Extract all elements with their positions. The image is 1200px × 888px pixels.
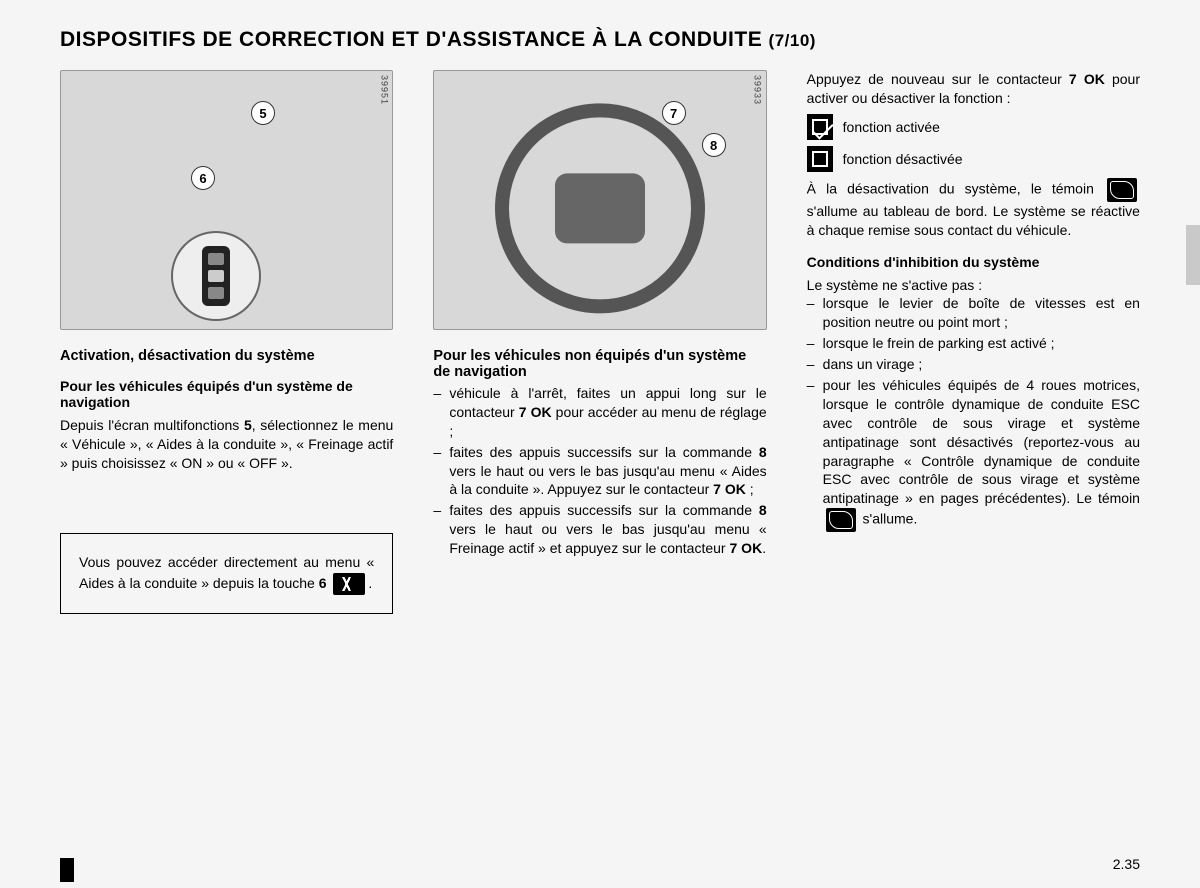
t: .: [368, 575, 372, 591]
callout-6: 6: [191, 166, 215, 190]
list-item: faites des appuis successifs sur la comm…: [433, 443, 766, 500]
ref: 7 OK: [519, 404, 552, 420]
sub-heading-nonav: Pour les véhicules non équipés d'un syst…: [433, 348, 766, 380]
ref-5: 5: [244, 417, 252, 433]
detail-inset: [171, 231, 261, 321]
list-item: véhicule à l'arrêt, faites un appui long…: [433, 384, 766, 441]
t: faites des appuis successifs sur la comm…: [449, 444, 759, 460]
figure-id: 39951: [379, 75, 389, 105]
slip-warning-icon: [826, 508, 856, 532]
sub-heading-nav: Pour les véhicules équipés d'un système …: [60, 378, 393, 410]
column-1: 39951 5 6 Activation, désactivation du s…: [60, 70, 393, 614]
t: Depuis l'écran multifonctions: [60, 417, 244, 433]
ref: 8: [759, 502, 767, 518]
footer-mark: [60, 858, 74, 882]
list-item: lorsque le levier de boîte de vitesses e…: [807, 294, 1140, 332]
checkbox-unchecked-icon: [807, 146, 833, 172]
t: pour les véhicules équipés de 4 roues mo…: [823, 377, 1140, 506]
instruction-list: véhicule à l'arrêt, faites un appui long…: [433, 384, 766, 558]
t: s'allume au tableau de bord. Le système …: [807, 203, 1140, 238]
callout-7: 7: [662, 101, 686, 125]
callout-5: 5: [251, 101, 275, 125]
conditions-heading: Conditions d'inhibition du système: [807, 254, 1140, 270]
label: fonction activée: [843, 119, 940, 135]
checkbox-checked-icon: [807, 114, 833, 140]
t: s'allume.: [859, 511, 918, 527]
figure-id: 39933: [753, 75, 763, 105]
t: À la désactivation du système, le témoin: [807, 180, 1104, 196]
page-tab: [1186, 225, 1200, 285]
t: vers le haut ou vers le bas jusqu'au men…: [449, 521, 766, 556]
t: .: [762, 540, 766, 556]
title-text: DISPOSITIFS DE CORRECTION ET D'ASSISTANC…: [60, 28, 762, 51]
section-heading: Activation, désactivation du système: [60, 348, 393, 364]
t: ;: [746, 481, 754, 497]
page-number: 2.35: [1113, 856, 1140, 872]
column-2: 39933 7 8 Pour les véhicules non équipés…: [433, 70, 766, 614]
list-item: dans un virage ;: [807, 355, 1140, 374]
list-item: lorsque le frein de parking est activé ;: [807, 334, 1140, 353]
label: fonction désactivée: [843, 151, 963, 167]
lane-assist-icon: [333, 573, 365, 595]
t: Appuyez de nouveau sur le contacteur: [807, 71, 1069, 87]
title-suffix: (7/10): [769, 31, 816, 50]
steering-wheel-icon: [495, 103, 705, 313]
list-item: faites des appuis successifs sur la comm…: [433, 501, 766, 558]
callout-8: 8: [702, 133, 726, 157]
ref-6: 6: [319, 575, 327, 591]
t: Vous pouvez accéder directement au menu …: [79, 554, 374, 591]
list-item: pour les véhicules équipés de 4 roues mo…: [807, 376, 1140, 532]
t: faites des appuis successifs sur la comm…: [449, 502, 759, 518]
ref: 7 OK: [713, 481, 746, 497]
conditions-list: lorsque le levier de boîte de vitesses e…: [807, 294, 1140, 532]
figure-steering-wheel: 39933 7 8: [433, 70, 766, 330]
figure-dashboard: 39951 5 6: [60, 70, 393, 330]
ref: 7 OK: [1069, 71, 1105, 87]
option-deactivated: fonction désactivée: [807, 146, 1140, 172]
column-3: Appuyez de nouveau sur le contacteur 7 O…: [807, 70, 1140, 614]
ref: 7 OK: [730, 540, 763, 556]
conditions-intro: Le système ne s'active pas :: [807, 276, 1140, 295]
para-nav: Depuis l'écran multifonctions 5, sélecti…: [60, 416, 393, 473]
option-activated: fonction activée: [807, 114, 1140, 140]
columns: 39951 5 6 Activation, désactivation du s…: [60, 70, 1140, 614]
slip-warning-icon: [1107, 178, 1137, 202]
page-title: DISPOSITIFS DE CORRECTION ET D'ASSISTANC…: [60, 28, 1140, 52]
note-box: Vous pouvez accéder directement au menu …: [60, 533, 393, 614]
intro-para: Appuyez de nouveau sur le contacteur 7 O…: [807, 70, 1140, 108]
deactivation-para: À la désactivation du système, le témoin…: [807, 178, 1140, 240]
button-stack-icon: [202, 246, 230, 306]
ref: 8: [759, 444, 767, 460]
